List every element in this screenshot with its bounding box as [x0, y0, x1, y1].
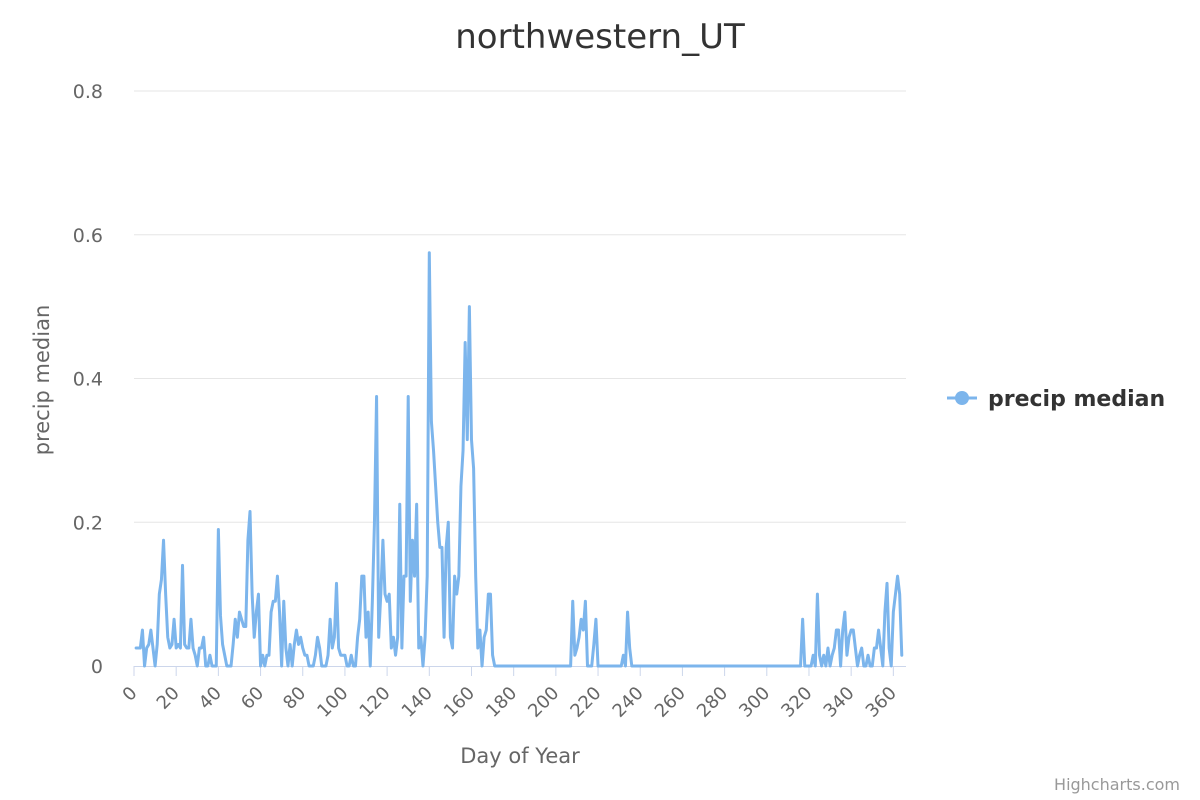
legend-marker-icon [955, 391, 969, 405]
y-tick-label: 0.4 [73, 369, 103, 391]
series-line-precip-median[interactable] [134, 251, 904, 668]
y-tick-label: 0.2 [73, 512, 103, 534]
series-layer [134, 251, 904, 668]
y-tick-label: 0.8 [73, 81, 103, 103]
legend-label: precip median [988, 387, 1165, 412]
legend-item[interactable]: precip median [947, 387, 1165, 412]
y-axis-ticks: 0 0.2 0.4 0.6 0.8 [73, 81, 103, 678]
y-tick-label: 0.6 [73, 225, 103, 247]
y-tick-label: 0 [91, 656, 103, 678]
y-axis-title: precip median [30, 305, 54, 456]
credits-link[interactable]: Highcharts.com [1054, 775, 1180, 794]
x-axis-title: Day of Year [460, 744, 580, 768]
chart-title: northwestern_UT [455, 17, 745, 57]
grid-lines [134, 90, 906, 523]
